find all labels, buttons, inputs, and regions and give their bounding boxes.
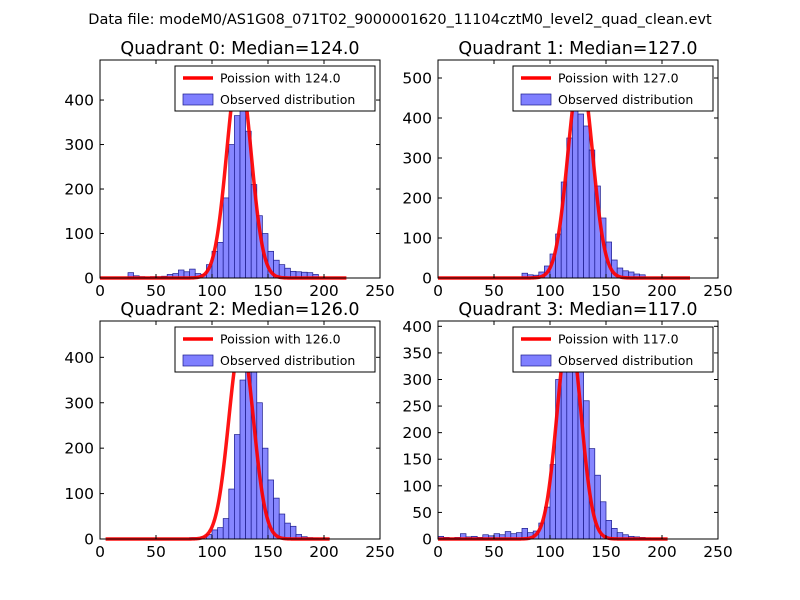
histogram-bar <box>239 104 246 279</box>
panel-title: Quadrant 3: Median=117.0 <box>458 300 697 320</box>
x-tick-label: 100 <box>197 543 227 561</box>
panel-title: Quadrant 1: Median=127.0 <box>458 39 697 59</box>
legend-curve-label: Poission with 117.0 <box>558 332 679 347</box>
histogram-bar <box>228 488 235 540</box>
x-tick-label: 50 <box>146 543 166 561</box>
y-tick-label: 0 <box>84 531 94 549</box>
histogram-bar <box>560 357 568 540</box>
x-tick-label: 100 <box>535 282 565 300</box>
histogram-bar <box>583 125 590 279</box>
y-tick-label: 200 <box>64 181 94 199</box>
histogram-bar <box>577 113 584 279</box>
y-tick-label: 400 <box>402 318 432 336</box>
x-tick-label: 200 <box>647 543 677 561</box>
x-tick-label: 250 <box>703 543 733 561</box>
panel-title: Quadrant 0: Median=124.0 <box>120 39 359 59</box>
legend-bars-swatch <box>520 354 552 367</box>
chart-panel-quadrant-2: 0 50 100 150 200 250 0 100 200 300 400 Quadrant 2: … <box>64 300 394 561</box>
legend-bars-swatch <box>520 93 552 106</box>
histogram-bar <box>222 518 230 540</box>
axes-frame <box>99 320 381 540</box>
histogram-bar <box>278 513 286 540</box>
y-tick-label: 500 <box>402 70 432 88</box>
y-tick-label: 400 <box>402 110 432 128</box>
y-tick-label: 200 <box>402 424 432 442</box>
x-tick-label: 100 <box>535 543 565 561</box>
y-tick-label: 300 <box>402 150 432 168</box>
histogram-bar <box>284 522 291 540</box>
x-tick-label: 150 <box>253 282 283 300</box>
x-tick-label: 250 <box>365 282 395 300</box>
x-tick-label: 150 <box>253 543 283 561</box>
x-tick-label: 0 <box>95 282 105 300</box>
y-tick-label: 0 <box>422 531 432 549</box>
legend-bars-swatch <box>182 354 214 367</box>
panel-title: Quadrant 2: Median=126.0 <box>120 300 359 320</box>
x-tick-label: 200 <box>309 543 339 561</box>
y-tick-label: 200 <box>64 440 94 458</box>
y-tick-label: 100 <box>64 225 94 243</box>
legend-curve-label: Poission with 127.0 <box>558 71 679 86</box>
histogram-bar <box>222 197 230 279</box>
y-tick-label: 350 <box>402 344 432 362</box>
y-tick-label: 200 <box>402 190 432 208</box>
figure-title: Data file: modeM0/AS1G08_071T02_90000016… <box>88 12 712 28</box>
y-tick-label: 50 <box>412 504 432 522</box>
x-tick-label: 200 <box>647 282 677 300</box>
axes-frame <box>437 320 719 540</box>
histogram-bar <box>234 434 241 540</box>
axes-frame <box>437 59 719 279</box>
x-tick-label: 0 <box>95 543 105 561</box>
y-tick-label: 100 <box>64 485 94 503</box>
x-tick-label: 50 <box>484 282 504 300</box>
y-tick-label: 250 <box>402 398 432 416</box>
histogram-bar <box>217 242 224 279</box>
y-tick-label: 400 <box>64 92 94 110</box>
histogram-bar <box>239 379 246 540</box>
x-tick-label: 150 <box>591 282 621 300</box>
chart-panel-quadrant-0: 0 50 100 150 200 250 0 100 200 300 400 Quadrant 0: … <box>64 39 394 300</box>
y-tick-label: 150 <box>402 451 432 469</box>
x-tick-label: 250 <box>703 282 733 300</box>
y-tick-label: 0 <box>422 270 432 288</box>
y-tick-label: 0 <box>84 270 94 288</box>
histogram-bar <box>211 529 218 540</box>
x-tick-label: 0 <box>433 543 443 561</box>
x-tick-label: 50 <box>484 543 504 561</box>
histogram-bar <box>290 525 297 540</box>
x-tick-label: 0 <box>433 282 443 300</box>
x-tick-label: 50 <box>146 282 166 300</box>
legend-curve-label: Poission with 124.0 <box>220 71 341 86</box>
histogram-bar <box>572 105 579 279</box>
x-tick-label: 150 <box>591 543 621 561</box>
histogram-bar <box>234 115 241 279</box>
legend-box <box>512 65 714 112</box>
chart-panel-quadrant-3: 0 50 100 150 200 250 0 50 100 150 200 250 300 350 400 Q… <box>402 300 732 561</box>
legend-bars-label: Observed distribution <box>558 353 693 368</box>
x-tick-label: 250 <box>365 543 395 561</box>
y-tick-label: 300 <box>64 136 94 154</box>
chart-panel-quadrant-1: 0 50 100 150 200 250 0 100 200 300 400 500 Quadrant … <box>402 39 732 300</box>
x-tick-label: 200 <box>309 282 339 300</box>
histogram-bar <box>228 144 235 279</box>
y-tick-label: 300 <box>402 371 432 389</box>
x-tick-label: 100 <box>197 282 227 300</box>
legend-bars-label: Observed distribution <box>220 353 355 368</box>
y-tick-label: 100 <box>402 230 432 248</box>
histogram-bar <box>217 527 224 540</box>
axes-frame <box>99 59 381 279</box>
legend-bars-label: Observed distribution <box>558 92 693 107</box>
legend-bars-swatch <box>182 93 214 106</box>
y-tick-label: 300 <box>64 394 94 412</box>
legend-bars-label: Observed distribution <box>220 92 355 107</box>
y-tick-label: 100 <box>402 477 432 495</box>
legend-curve-label: Poission with 126.0 <box>220 332 341 347</box>
y-tick-label: 400 <box>64 349 94 367</box>
